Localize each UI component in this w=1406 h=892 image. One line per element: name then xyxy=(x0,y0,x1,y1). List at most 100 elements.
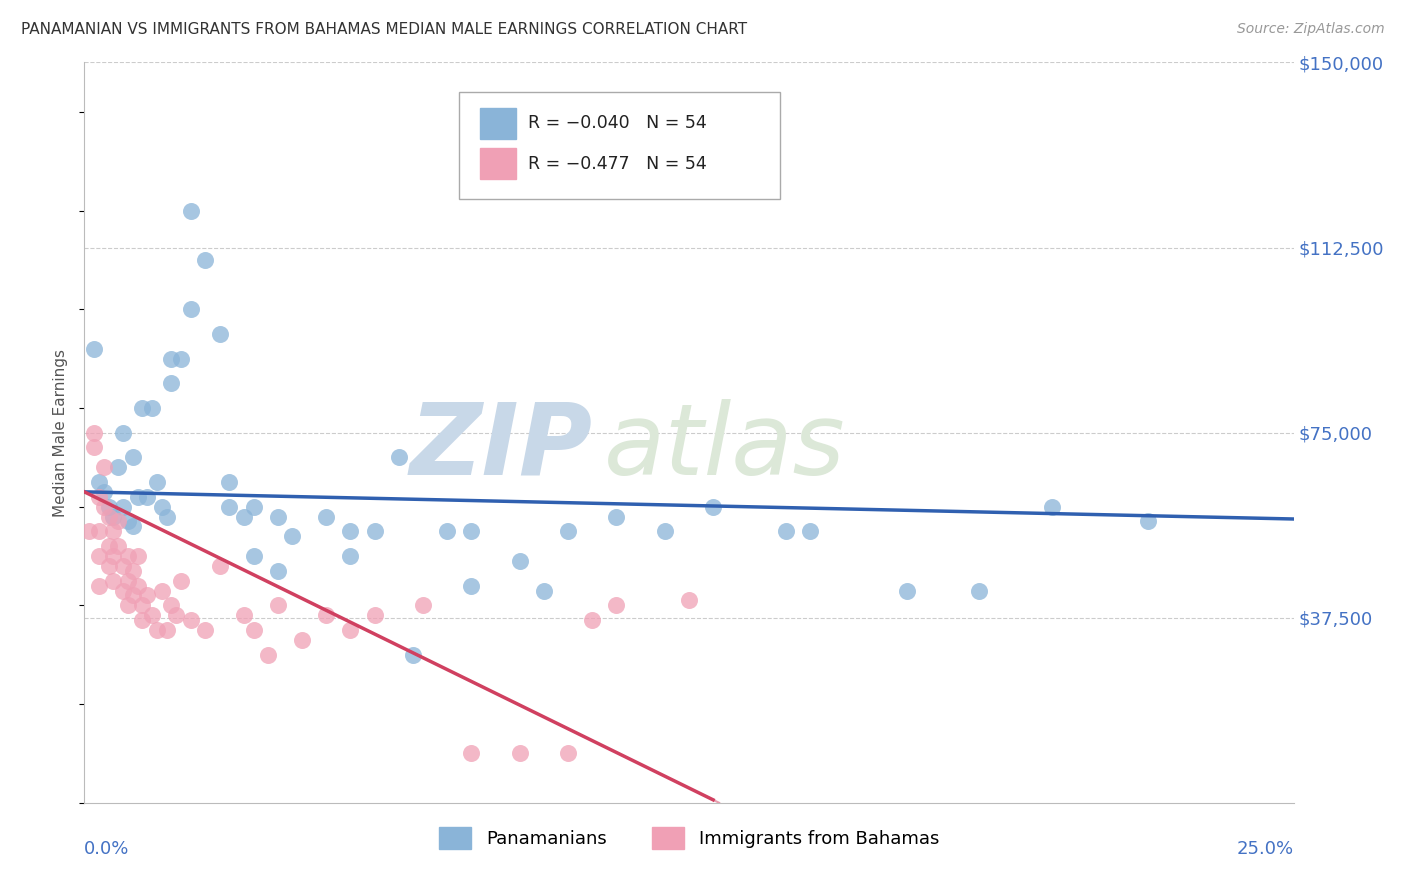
Point xyxy=(160,351,183,366)
Point xyxy=(291,632,314,647)
Point xyxy=(112,558,135,573)
Point xyxy=(141,401,163,415)
Point xyxy=(1137,515,1160,529)
Point xyxy=(97,500,120,514)
Point xyxy=(121,519,143,533)
Point xyxy=(150,583,173,598)
Point xyxy=(165,608,187,623)
Point xyxy=(83,342,105,356)
Point xyxy=(557,747,579,761)
Point xyxy=(121,450,143,465)
Point xyxy=(702,500,724,514)
Text: ZIP: ZIP xyxy=(409,399,592,496)
Point xyxy=(533,583,555,598)
Point xyxy=(131,599,153,613)
Point xyxy=(896,583,918,598)
Point xyxy=(131,401,153,415)
Point xyxy=(160,376,183,391)
Point xyxy=(460,579,482,593)
Point xyxy=(131,613,153,627)
Point xyxy=(117,549,139,563)
Point xyxy=(87,549,110,563)
Point xyxy=(339,623,361,637)
Point xyxy=(436,524,458,539)
Point xyxy=(77,524,100,539)
Bar xyxy=(479,148,516,179)
Point xyxy=(155,623,177,637)
Point xyxy=(93,484,115,499)
Point xyxy=(775,524,797,539)
Point xyxy=(460,747,482,761)
Point xyxy=(208,558,231,573)
Point xyxy=(654,524,676,539)
Point xyxy=(402,648,425,662)
Point xyxy=(605,599,627,613)
Point xyxy=(388,450,411,465)
Text: R = −0.040   N = 54: R = −0.040 N = 54 xyxy=(529,114,707,132)
Point xyxy=(136,589,159,603)
Point xyxy=(267,599,290,613)
Legend: Panamanians, Immigrants from Bahamas: Panamanians, Immigrants from Bahamas xyxy=(432,821,946,856)
Point xyxy=(315,608,337,623)
Point xyxy=(363,524,385,539)
Point xyxy=(127,549,149,563)
Point xyxy=(208,326,231,341)
Point xyxy=(87,475,110,489)
Point xyxy=(233,509,256,524)
Point xyxy=(117,574,139,588)
Point xyxy=(242,500,264,514)
Point xyxy=(117,515,139,529)
FancyBboxPatch shape xyxy=(460,92,780,200)
Point xyxy=(339,549,361,563)
Point xyxy=(605,509,627,524)
Point xyxy=(180,203,202,218)
Point xyxy=(233,608,256,623)
Point xyxy=(103,549,125,563)
Point xyxy=(678,593,700,607)
Point xyxy=(127,490,149,504)
Point xyxy=(180,302,202,317)
Point xyxy=(107,539,129,553)
Point xyxy=(799,524,821,539)
Point xyxy=(281,529,304,543)
Point xyxy=(107,515,129,529)
Text: atlas: atlas xyxy=(605,399,846,496)
Bar xyxy=(479,108,516,138)
Point xyxy=(127,579,149,593)
Point xyxy=(112,583,135,598)
Point xyxy=(242,623,264,637)
Point xyxy=(93,500,115,514)
Point xyxy=(141,608,163,623)
Point xyxy=(117,599,139,613)
Point xyxy=(581,613,603,627)
Point xyxy=(509,554,531,568)
Point xyxy=(97,558,120,573)
Point xyxy=(339,524,361,539)
Point xyxy=(103,524,125,539)
Point xyxy=(87,579,110,593)
Point xyxy=(155,509,177,524)
Point xyxy=(97,509,120,524)
Point xyxy=(218,475,240,489)
Point xyxy=(150,500,173,514)
Point xyxy=(103,509,125,524)
Point xyxy=(83,441,105,455)
Text: PANAMANIAN VS IMMIGRANTS FROM BAHAMAS MEDIAN MALE EARNINGS CORRELATION CHART: PANAMANIAN VS IMMIGRANTS FROM BAHAMAS ME… xyxy=(21,22,747,37)
Point xyxy=(170,351,193,366)
Point xyxy=(218,500,240,514)
Point xyxy=(267,564,290,578)
Point xyxy=(194,252,217,267)
Point xyxy=(509,747,531,761)
Point xyxy=(180,613,202,627)
Point xyxy=(315,509,337,524)
Point xyxy=(93,460,115,475)
Point xyxy=(412,599,434,613)
Point xyxy=(146,475,169,489)
Point xyxy=(121,589,143,603)
Point xyxy=(112,500,135,514)
Text: Source: ZipAtlas.com: Source: ZipAtlas.com xyxy=(1237,22,1385,37)
Point xyxy=(107,460,129,475)
Point xyxy=(557,524,579,539)
Point xyxy=(967,583,990,598)
Point xyxy=(257,648,280,662)
